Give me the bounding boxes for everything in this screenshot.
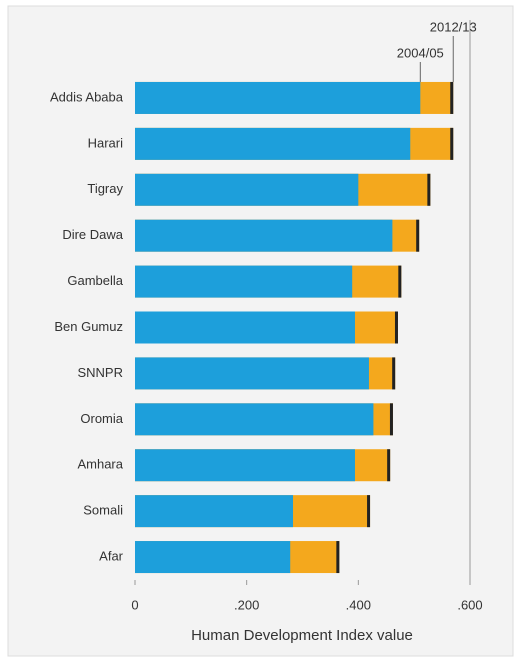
bar-end-marker	[392, 357, 396, 390]
y-tick-label: Amhara	[77, 457, 123, 472]
y-tick-label: Afar	[99, 548, 124, 563]
y-tick-label: Ben Gumuz	[54, 319, 123, 334]
bar-end-marker	[367, 495, 371, 528]
bar-end-marker	[427, 173, 431, 206]
y-tick-label: SNNPR	[77, 365, 123, 380]
bar-end-marker	[389, 403, 393, 436]
x-axis-title: Human Development Index value	[191, 627, 413, 644]
bar	[135, 541, 291, 574]
series-label: 2012/13	[430, 19, 477, 34]
series-label: 2004/05	[397, 45, 444, 60]
y-tick-label: Tigray	[87, 181, 123, 196]
bar	[135, 173, 359, 206]
bar	[135, 403, 374, 436]
bar	[135, 357, 369, 390]
bar	[135, 81, 421, 114]
bar	[135, 311, 355, 344]
x-tick-label: .600	[457, 597, 482, 612]
bar	[135, 265, 353, 298]
bar	[135, 219, 393, 252]
y-tick-label: Addis Ababa	[50, 89, 124, 104]
x-tick-label: .200	[234, 597, 259, 612]
bar	[135, 495, 294, 528]
y-tick-label: Harari	[88, 135, 124, 150]
bar-end-marker	[416, 219, 420, 252]
y-tick-label: Dire Dawa	[62, 227, 123, 242]
y-tick-label: Oromia	[80, 411, 123, 426]
y-tick-label: Somali	[83, 503, 123, 518]
bar-end-marker	[336, 541, 340, 574]
bar-end-marker	[398, 265, 402, 298]
x-tick-label: .400	[346, 597, 371, 612]
x-tick-label: 0	[131, 597, 138, 612]
bar	[135, 449, 355, 482]
bar	[135, 127, 411, 160]
y-tick-label: Gambella	[67, 273, 123, 288]
bar-end-marker	[450, 127, 454, 160]
bar-end-marker	[387, 449, 391, 482]
bar-end-marker	[394, 311, 398, 344]
bar-end-marker	[450, 81, 454, 114]
